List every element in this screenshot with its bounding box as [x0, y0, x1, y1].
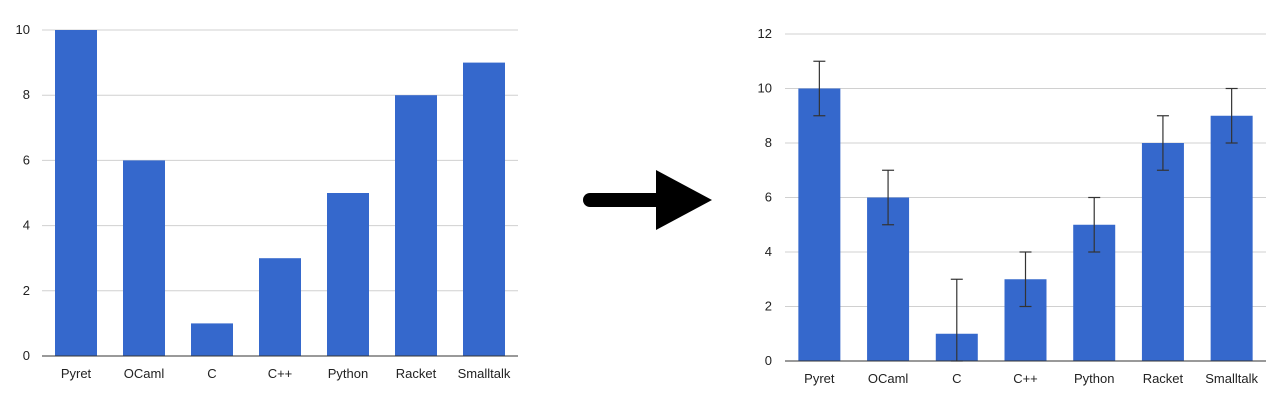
y-tick-label: 10 — [16, 22, 30, 37]
x-tick-label: Smalltalk — [1205, 371, 1258, 386]
y-tick-label: 8 — [765, 135, 772, 150]
bar-smalltalk — [1210, 115, 1253, 361]
bar-racket — [1141, 143, 1184, 361]
y-tick-label: 6 — [23, 152, 30, 167]
y-tick-label: 8 — [23, 87, 30, 102]
error-bar — [1088, 196, 1101, 253]
error-bar — [1156, 115, 1169, 171]
bar-pyret — [798, 88, 841, 361]
x-tick-label: Python — [1074, 371, 1114, 386]
y-tick-label: 4 — [23, 218, 30, 233]
bar-python — [327, 193, 369, 356]
arrow-head — [656, 170, 712, 230]
x-tick-label: OCaml — [124, 366, 165, 381]
x-tick-label: C++ — [1013, 371, 1038, 386]
bar-racket — [395, 95, 437, 356]
bar-smalltalk — [463, 62, 505, 356]
x-tick-label: C++ — [268, 366, 293, 381]
x-tick-label: Racket — [396, 366, 437, 381]
bar-ocaml — [123, 160, 165, 356]
y-tick-label: 12 — [758, 26, 772, 41]
error-bar — [882, 169, 895, 226]
bar-pyret — [55, 30, 97, 356]
x-tick-label: OCaml — [868, 371, 909, 386]
error-bar — [813, 60, 826, 117]
x-tick-label: C — [207, 366, 216, 381]
x-tick-label: Pyret — [804, 371, 835, 386]
y-tick-label: 4 — [765, 244, 772, 259]
x-tick-label: Racket — [1143, 371, 1184, 386]
chart-before: 0 2 4 6 8 10 Pyret OCaml C C++ Python Racket Smallta… — [16, 22, 518, 381]
error-bar — [1019, 251, 1032, 308]
y-tick-label: 6 — [765, 190, 772, 205]
right-arrow-icon — [583, 170, 712, 230]
x-tick-label: Pyret — [61, 366, 92, 381]
error-bar — [1225, 87, 1238, 144]
x-tick-label: C — [952, 371, 961, 386]
y-tick-label: 2 — [765, 299, 772, 314]
y-tick-label: 10 — [758, 81, 772, 96]
x-tick-label: Smalltalk — [458, 366, 511, 381]
y-tick-label: 2 — [23, 283, 30, 298]
y-tick-label: 0 — [765, 353, 772, 368]
chart-after-with-error-bars: 0 2 4 6 8 10 12 Pyret OCaml C C++ Python Racket Small… — [758, 26, 1266, 386]
bar-c — [191, 323, 233, 356]
x-tick-label: Python — [328, 366, 368, 381]
y-tick-label: 0 — [23, 348, 30, 363]
bar-c- — [259, 258, 301, 356]
